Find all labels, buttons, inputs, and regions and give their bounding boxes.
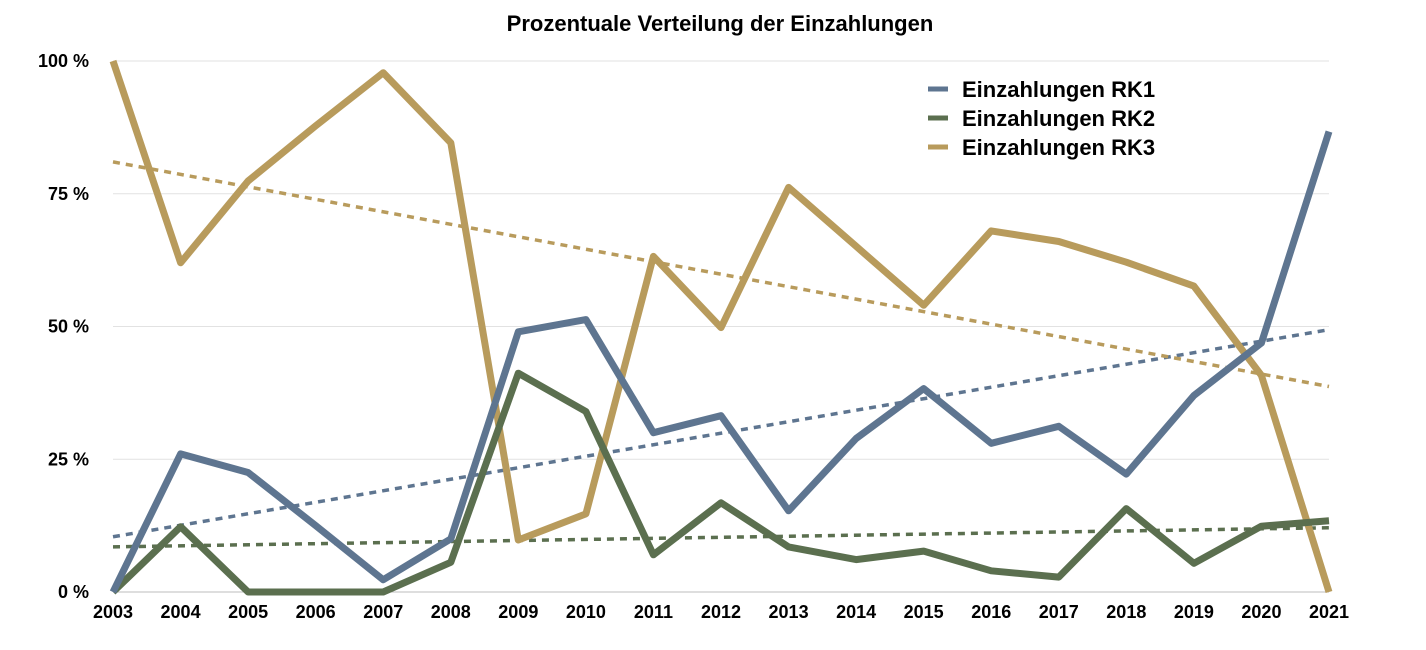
legend-label: Einzahlungen RK2 — [962, 106, 1155, 131]
series-lines — [109, 59, 1333, 596]
x-tick-label: 2016 — [971, 602, 1011, 622]
x-tick-label: 2005 — [228, 602, 268, 622]
x-tick-label: 2018 — [1106, 602, 1146, 622]
x-tick-label: 2014 — [836, 602, 876, 622]
x-tick-label: 2006 — [296, 602, 336, 622]
y-tick-label: 50 % — [48, 317, 89, 337]
x-tick-label: 2009 — [498, 602, 538, 622]
series-line — [109, 59, 1333, 594]
x-axis-ticks: 2003 2004 2005 2006 2007 2008 2009 2010 2011 2012… — [93, 602, 1349, 622]
trendline — [112, 525, 1330, 549]
legend: Einzahlungen RK1 Einzahlungen RK2 Einzahlu… — [928, 77, 1155, 160]
x-tick-label: 2007 — [363, 602, 403, 622]
x-tick-label: 2020 — [1241, 602, 1281, 622]
x-tick-label: 2008 — [431, 602, 471, 622]
y-tick-label: 25 % — [48, 449, 89, 469]
x-tick-label: 2011 — [634, 602, 673, 622]
y-axis-ticks: 0 % 25 % 50 % 75 % 100 % — [38, 51, 89, 602]
x-tick-label: 2010 — [566, 602, 606, 622]
x-tick-label: 2003 — [93, 602, 133, 622]
x-tick-label: 2017 — [1039, 602, 1079, 622]
trendline — [112, 160, 1330, 389]
trendline — [112, 327, 1330, 539]
series-line — [110, 369, 1330, 596]
x-tick-label: 2015 — [904, 602, 944, 622]
y-tick-label: 0 % — [58, 582, 89, 602]
legend-label: Einzahlungen RK3 — [962, 135, 1155, 160]
x-tick-label: 2004 — [161, 602, 201, 622]
y-tick-label: 100 % — [38, 51, 89, 71]
chart-title: Prozentuale Verteilung der Einzahlungen — [507, 11, 934, 36]
x-tick-label: 2019 — [1174, 602, 1214, 622]
legend-label: Einzahlungen RK1 — [962, 77, 1155, 102]
x-tick-label: 2012 — [701, 602, 741, 622]
x-tick-label: 2013 — [769, 602, 809, 622]
series-line — [109, 130, 1333, 594]
x-tick-label: 2021 — [1309, 602, 1349, 622]
y-tick-label: 75 % — [48, 184, 89, 204]
trendlines — [112, 160, 1330, 549]
